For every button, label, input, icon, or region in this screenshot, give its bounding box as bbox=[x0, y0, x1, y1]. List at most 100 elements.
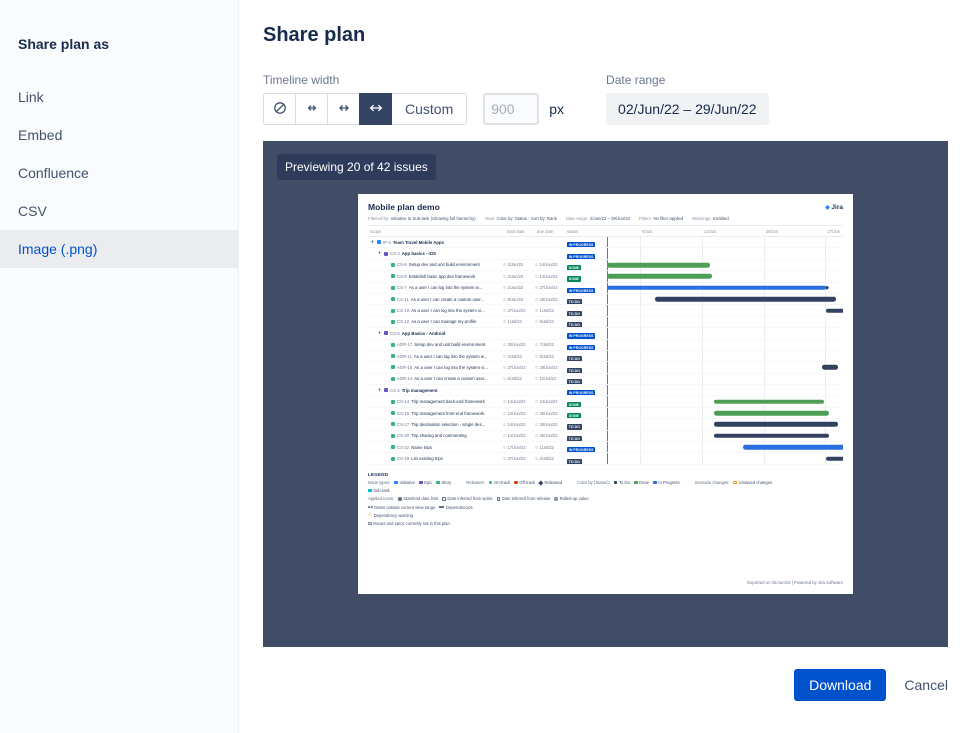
issue-key: CS-7 bbox=[397, 285, 407, 291]
start-date-cell: 27/Jun/22 bbox=[503, 456, 533, 461]
issue-key: CS-6 bbox=[397, 262, 407, 268]
plan-row-timeline bbox=[605, 351, 843, 361]
issue-summary: Setup dev and unit build environment bbox=[414, 342, 486, 348]
timeline-width-group: Timeline width Custom bbox=[263, 73, 564, 125]
issue-key: CS-2 bbox=[390, 387, 400, 393]
legend-group: Issue types: Initiative Epic Story bbox=[368, 480, 451, 485]
due-date-cell: 25/Jun/22 bbox=[535, 411, 565, 416]
status-cell: TO DO bbox=[567, 431, 605, 442]
outline-swatch-icon bbox=[496, 497, 501, 501]
halfdots-swatch-icon bbox=[368, 506, 370, 508]
plan-table-header-left: scope start date due date status bbox=[368, 229, 605, 234]
start-date-cell: 17/Jun/22 bbox=[503, 445, 533, 450]
hatch-swatch-icon bbox=[368, 521, 372, 526]
legend-item: Start/end date limit bbox=[398, 496, 438, 501]
square-swatch-icon bbox=[613, 480, 618, 485]
custom-width-button[interactable]: Custom bbox=[391, 93, 468, 125]
legend-item-text: To Do bbox=[618, 480, 630, 485]
issue-summary: As a user I can log into the system vi..… bbox=[414, 364, 488, 370]
legend-group: Dates outside current view range Dependen… bbox=[368, 505, 473, 510]
plan-row-left: ADR-15 As a user I can log into the syste… bbox=[368, 362, 605, 373]
legend-item-text: On-track bbox=[494, 480, 511, 485]
sidebar-item-embed[interactable]: Embed bbox=[18, 127, 63, 143]
start-date-cell: 2/Jun/22 bbox=[503, 262, 533, 267]
legend-item-text: Issues and epics currently not in this p… bbox=[373, 520, 450, 526]
legend-group-label: Color by (Status): bbox=[577, 480, 610, 485]
plan-row-left: ADR-11 As a user I can log into the syste… bbox=[368, 351, 605, 362]
sidebar-item-link[interactable]: Link bbox=[18, 89, 44, 105]
issue-summary: As a user I can manage my profile bbox=[411, 319, 477, 325]
legend-group: Issues and epics currently not in this p… bbox=[368, 521, 450, 526]
fit-small-button[interactable] bbox=[295, 93, 328, 125]
plan-row-left: CS-14 Trip management back-end framework 1… bbox=[368, 396, 605, 407]
issue-key: CS-22 bbox=[397, 444, 410, 450]
fit-medium-button[interactable] bbox=[327, 93, 360, 125]
fit-none-button[interactable] bbox=[263, 93, 296, 125]
fit-large-button[interactable] bbox=[359, 93, 392, 125]
plan-row-left: CS-15 Trip management front-end framework… bbox=[368, 408, 605, 419]
issue-summary: Team Travel Mobile Apps bbox=[392, 239, 444, 245]
expander-icon[interactable]: ▾ bbox=[378, 250, 381, 256]
expander-icon[interactable]: ▾ bbox=[378, 387, 381, 393]
legend-item: To Do bbox=[613, 480, 630, 485]
plan-title: Mobile plan demo bbox=[368, 202, 440, 212]
warning-icon: ⚠ bbox=[368, 512, 373, 517]
date-range-label: Date range bbox=[606, 73, 666, 87]
issue-summary: Name trips bbox=[411, 444, 432, 450]
story-icon bbox=[391, 274, 395, 279]
issue-key: CS-12 bbox=[397, 319, 410, 325]
status-cell: TO DO bbox=[567, 362, 605, 373]
timeline-date-label: 13/Jun bbox=[703, 228, 717, 234]
gantt-bar bbox=[826, 456, 843, 461]
sidebar-item-image-png[interactable]: Image (.png) bbox=[0, 230, 238, 268]
date-range-button[interactable]: 02/Jun/22 – 29/Jun/22 bbox=[606, 93, 769, 125]
status-cell: DONE bbox=[567, 396, 605, 407]
status-cell: DONE bbox=[567, 271, 605, 282]
width-input[interactable] bbox=[483, 93, 540, 125]
sidebar-item-confluence[interactable]: Confluence bbox=[18, 165, 89, 181]
story-icon bbox=[391, 365, 395, 370]
gantt-bar bbox=[714, 399, 824, 404]
expander-icon[interactable]: ▾ bbox=[371, 238, 374, 244]
legend-item-text: Sub-task bbox=[373, 488, 390, 494]
due-date-cell: 28/Jun/22 bbox=[535, 422, 565, 427]
legend-row: Issue types: Initiative Epic Story Releases:… bbox=[368, 480, 843, 485]
gantt-bar bbox=[714, 433, 829, 439]
plan-row: ADR-11 As a user I can log into the syste… bbox=[368, 351, 843, 363]
plan-table-header: scope start date due date status 6/Jun 13… bbox=[368, 226, 843, 237]
square-swatch-icon bbox=[368, 488, 372, 493]
plan-row-left: ▾ CS-5 App Basics - Android IN PROGRESS bbox=[368, 328, 605, 339]
status-badge: IN PROGRESS bbox=[567, 390, 596, 396]
legend-group: Scenario changes: Unsaved changes bbox=[695, 480, 772, 485]
dot-swatch-icon bbox=[554, 497, 558, 501]
story-icon bbox=[391, 411, 395, 416]
export-footer: Exported on 02/Jun/22 | Powered by Jira … bbox=[747, 580, 843, 585]
expander-icon[interactable]: ▾ bbox=[378, 330, 381, 336]
sidebar-item-csv[interactable]: CSV bbox=[18, 203, 47, 219]
status-badge: TO DO bbox=[567, 378, 582, 385]
timeline-gridline bbox=[825, 237, 827, 465]
plan-meta-value: Color by: Status · Sort by: Rank bbox=[496, 216, 557, 221]
issue-key: IP-4 bbox=[383, 239, 391, 245]
download-button[interactable]: Download bbox=[794, 669, 887, 701]
plan-meta-value: 2/Jun/22 – 29/Jun/22 bbox=[589, 216, 631, 221]
jira-logo-icon: ◆ bbox=[825, 204, 830, 211]
cancel-button[interactable]: Cancel bbox=[904, 677, 948, 693]
legend-item: Issues and epics currently not in this p… bbox=[368, 521, 450, 526]
story-icon bbox=[391, 354, 395, 359]
legend-item: Story bbox=[436, 480, 451, 485]
due-date-cell: 27/Jun/22 bbox=[535, 285, 565, 290]
plan-row: CS-11 As a user I can create a custom use… bbox=[368, 294, 843, 306]
plan-row-left: ▾ CS-4 App basics - iOS IN PROGRESS bbox=[368, 248, 605, 259]
plan-row-timeline bbox=[605, 419, 843, 429]
gantt-bar bbox=[606, 262, 710, 268]
plan-meta-value: No filter applied bbox=[653, 216, 684, 221]
plan-row: ADR-15 As a user I can log into the syste… bbox=[368, 362, 843, 374]
status-badge: IN PROGRESS bbox=[567, 242, 596, 248]
status-badge: IN PROGRESS bbox=[567, 447, 596, 453]
status-badge: TO DO bbox=[567, 310, 582, 316]
legend-item-text: Date inferred from release bbox=[501, 496, 551, 502]
epic-icon bbox=[384, 388, 388, 393]
legend-group: Color by (Status): To Do Done In Progress bbox=[577, 480, 680, 485]
due-date-cell: 1/Jul/22 bbox=[535, 308, 565, 313]
